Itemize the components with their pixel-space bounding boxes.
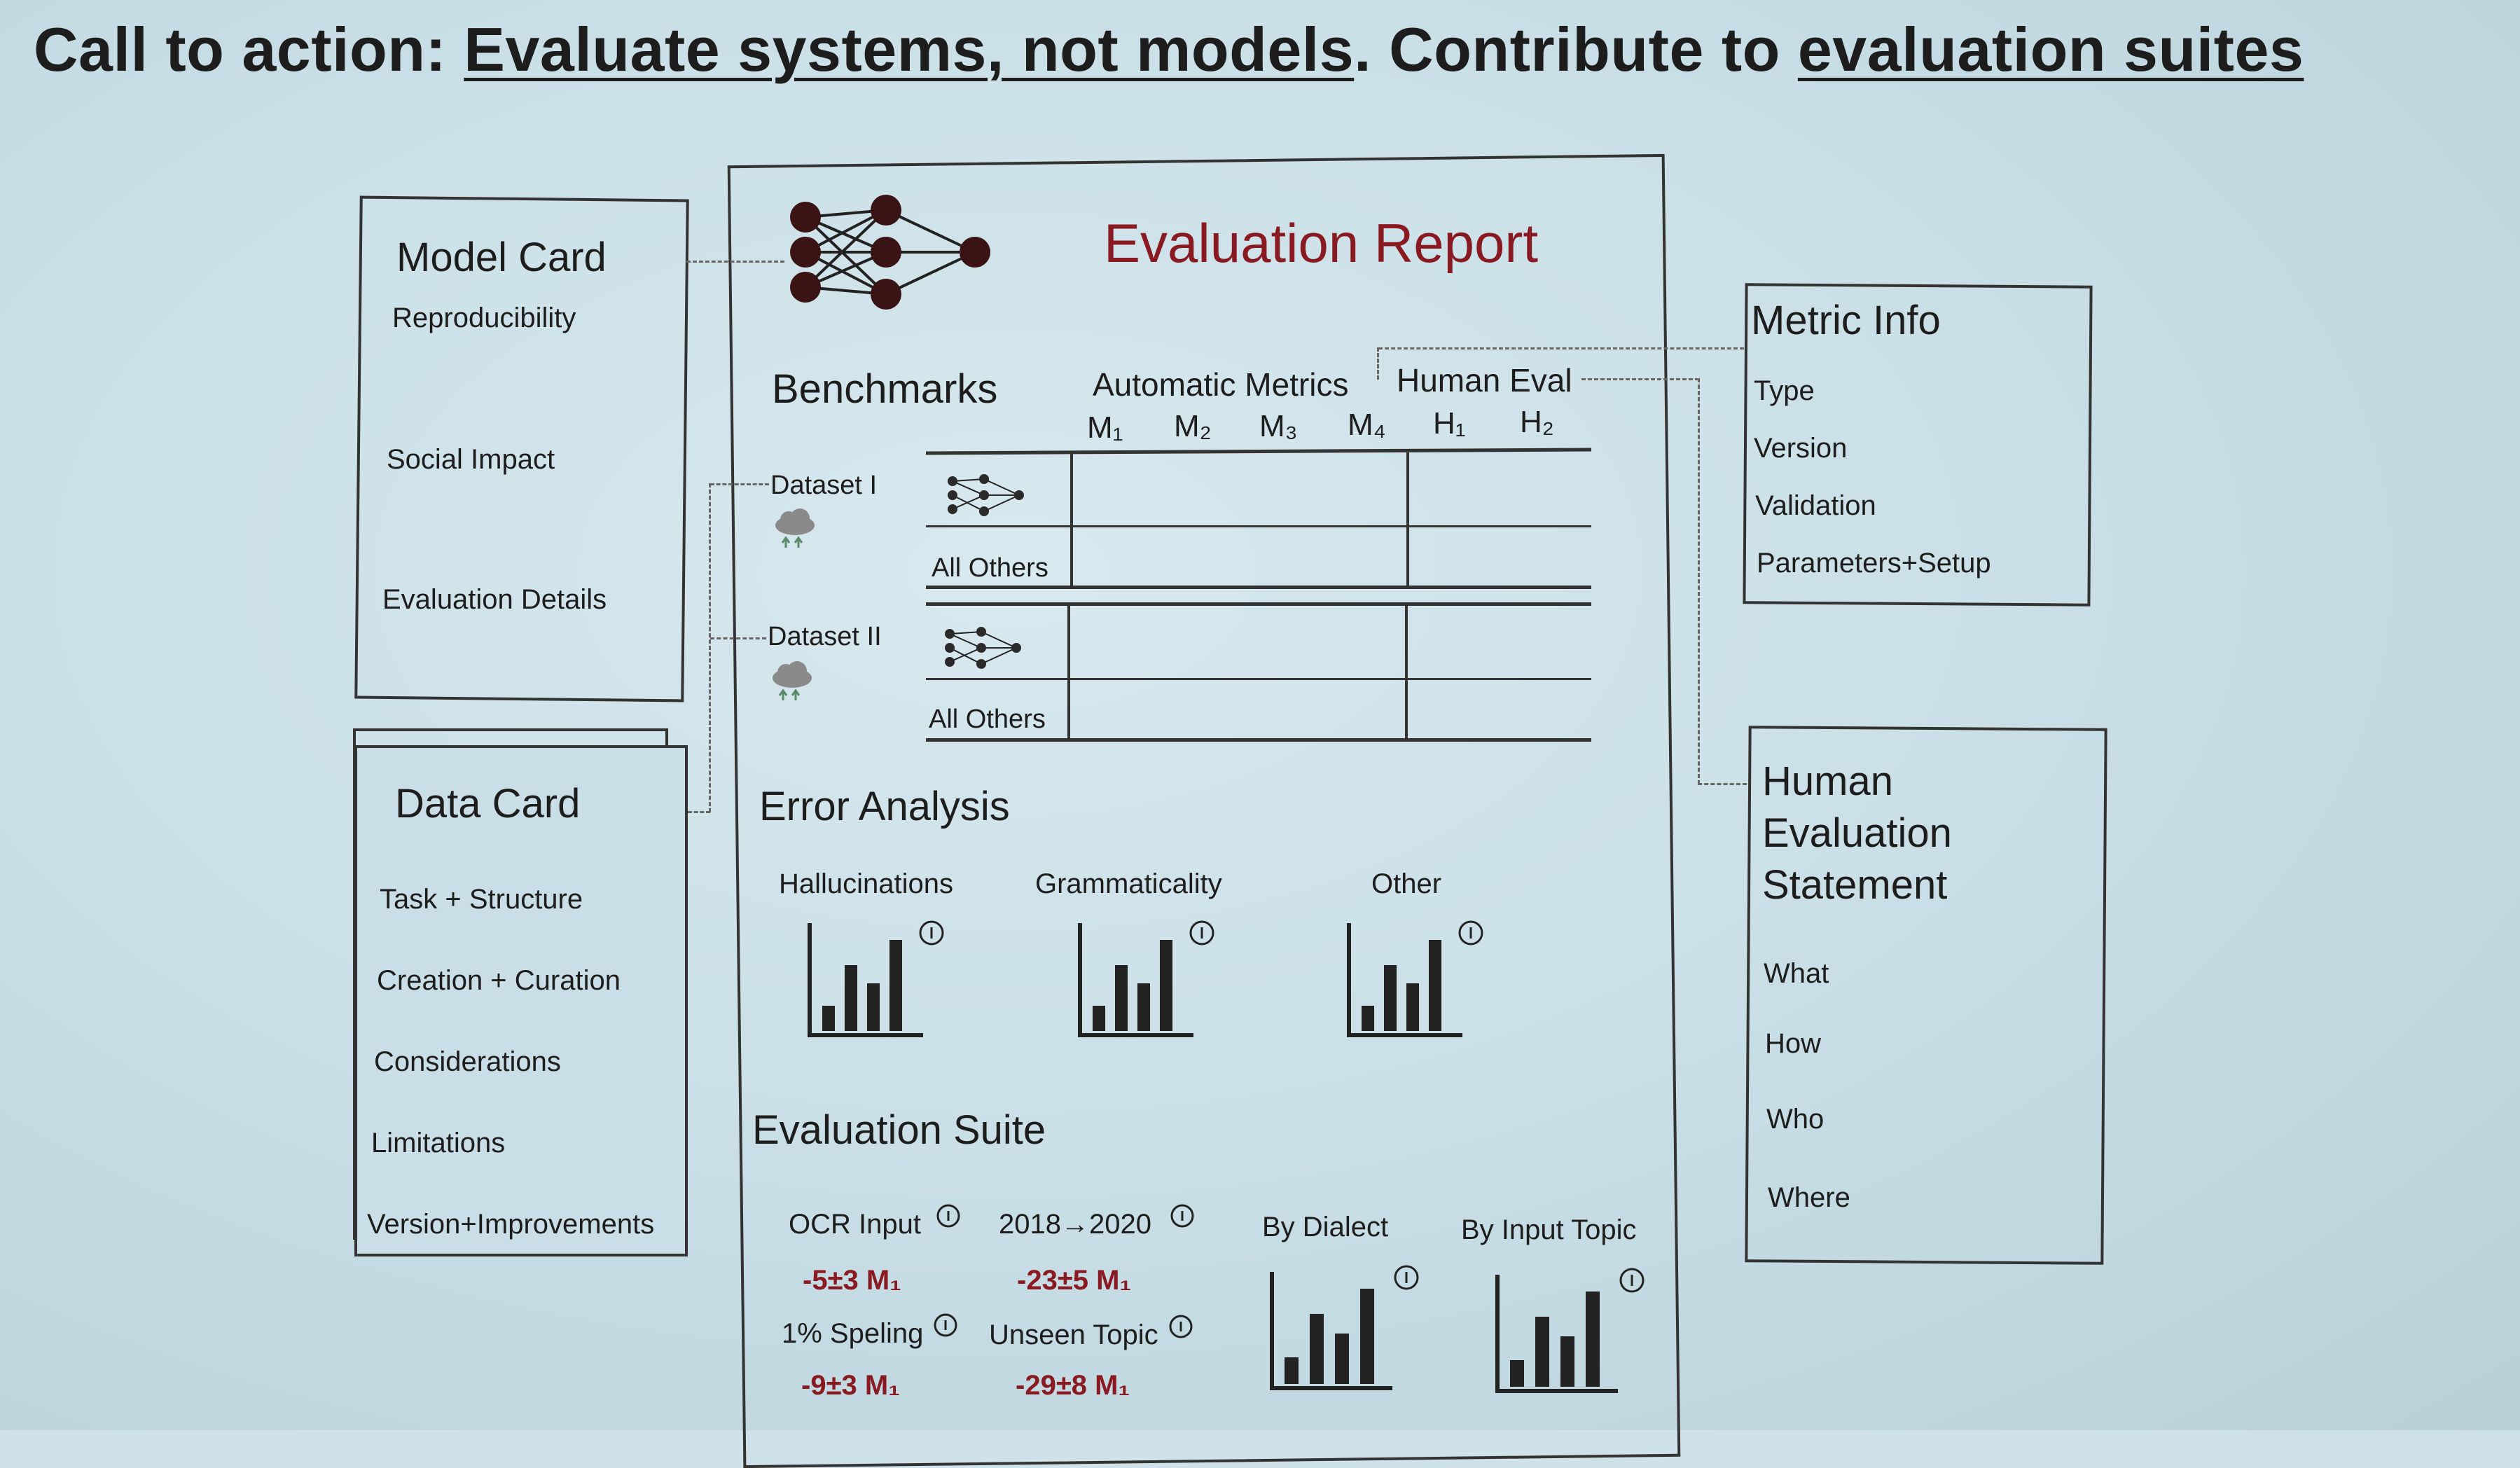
data-card-item-version: Version+Improvements <box>367 1209 655 1240</box>
metric-col-m1: M₁ <box>1087 410 1123 445</box>
dataset-2-model-icon <box>943 623 1027 672</box>
suite-by-input-topic: By Input Topic <box>1461 1214 1637 1245</box>
dataset-1-cloud-icon <box>770 507 819 556</box>
metric-info-item-version: Version <box>1754 433 1848 464</box>
table-col-divider-4 <box>1405 605 1408 738</box>
by-dialect-bar-chart-icon <box>1266 1258 1427 1398</box>
connector-dataset1 <box>710 483 769 485</box>
years-info-icon[interactable] <box>1170 1203 1195 1228</box>
dataset-2-label: Dataset II <box>768 622 882 651</box>
metric-col-h2: H₂ <box>1520 405 1554 439</box>
suite-years: 2018→2020 <box>999 1209 1151 1240</box>
suite-unseen-topic: Unseen Topic <box>989 1320 1158 1350</box>
unseen-info-icon[interactable] <box>1168 1314 1193 1339</box>
suite-speling: 1% Speling <box>782 1318 924 1349</box>
error-item-hallucinations: Hallucinations <box>779 868 954 899</box>
connector-model-card <box>686 261 784 263</box>
table-col-divider-1 <box>1070 452 1073 586</box>
suite-unseen-value: -29±8 M₁ <box>1016 1370 1130 1401</box>
model-card-heading: Model Card <box>396 235 607 280</box>
metric-col-m3: M₃ <box>1259 409 1298 443</box>
neural-network-icon <box>784 189 995 322</box>
model-card-item-social-impact: Social Impact <box>387 444 555 475</box>
data-card-item-limitations: Limitations <box>371 1128 506 1158</box>
data-card-item-considerations: Considerations <box>374 1046 561 1077</box>
human-eval-heading-line-3: Statement <box>1762 862 1948 908</box>
title-link-evaluation-suites[interactable]: evaluation suites <box>1797 15 2304 84</box>
connector-dataset2 <box>710 637 766 639</box>
connector-metric-info-h <box>1378 347 1744 349</box>
connector-data-card-v <box>709 483 711 812</box>
suite-years-value: -23±5 M₁ <box>1017 1265 1131 1296</box>
data-card-item-creation: Creation + Curation <box>377 965 621 996</box>
all-others-1-label: All Others <box>932 553 1048 583</box>
evaluation-report-heading: Evaluation Report <box>1104 212 1539 274</box>
table-col-divider-2 <box>1406 452 1409 586</box>
metric-col-m2: M₂ <box>1174 409 1212 443</box>
table-rule-1 <box>926 525 1591 527</box>
title-prefix: Call to action: <box>34 15 464 84</box>
model-card-item-evaluation-details: Evaluation Details <box>382 584 607 615</box>
table-rule-3 <box>926 602 1591 606</box>
table-rule-4 <box>926 678 1591 680</box>
suite-ocr-value: -5±3 M₁ <box>803 1265 901 1296</box>
dataset-1-model-icon <box>946 471 1030 520</box>
connector-human-eval-h <box>1581 378 1699 380</box>
error-analysis-heading: Error Analysis <box>759 784 1010 829</box>
human-eval-heading-line-1: Human <box>1762 759 1893 804</box>
suite-speling-value: -9±3 M₁ <box>801 1370 900 1401</box>
human-eval-item-what: What <box>1764 958 1829 989</box>
human-eval-item-who: Who <box>1766 1104 1825 1135</box>
title-link-evaluate-systems[interactable]: Evaluate systems, not models <box>464 15 1355 84</box>
connector-data-card-h <box>688 811 710 813</box>
hallucinations-bar-chart-icon <box>804 916 951 1042</box>
suite-by-dialect: By Dialect <box>1262 1212 1389 1242</box>
data-card-item-task: Task + Structure <box>380 884 583 915</box>
table-rule-2 <box>926 586 1591 589</box>
data-card-heading: Data Card <box>395 781 581 826</box>
metric-col-m4: M₄ <box>1348 408 1386 442</box>
connector-metric-info-v <box>1377 347 1379 380</box>
metric-info-heading: Metric Info <box>1751 298 1941 343</box>
dataset-1-label: Dataset I <box>770 471 878 500</box>
ocr-info-icon[interactable] <box>936 1203 961 1228</box>
metric-info-item-validation: Validation <box>1755 490 1876 521</box>
metric-info-item-type: Type <box>1754 375 1815 406</box>
benchmarks-heading: Benchmarks <box>772 366 998 412</box>
speling-info-icon[interactable] <box>933 1313 958 1338</box>
connector-human-eval-h2 <box>1698 783 1747 785</box>
model-card-item-reproducibility: Reproducibility <box>392 303 576 333</box>
suite-ocr-input: OCR Input <box>789 1209 921 1240</box>
grammaticality-bar-chart-icon <box>1074 916 1221 1042</box>
error-item-grammaticality: Grammaticality <box>1035 868 1222 899</box>
metric-info-item-parameters: Parameters+Setup <box>1757 548 1991 579</box>
by-input-topic-bar-chart-icon <box>1492 1261 1653 1401</box>
evaluation-suite-heading: Evaluation Suite <box>752 1107 1046 1153</box>
human-eval-label: Human Eval <box>1397 362 1572 399</box>
other-bar-chart-icon <box>1343 916 1490 1042</box>
human-eval-item-how: How <box>1765 1028 1822 1059</box>
human-eval-item-where: Where <box>1768 1182 1850 1213</box>
human-eval-heading-line-2: Evaluation <box>1762 810 1952 856</box>
error-item-other: Other <box>1371 868 1442 899</box>
metric-col-h1: H₁ <box>1433 406 1466 441</box>
data-card-box <box>354 745 688 1256</box>
table-col-divider-3 <box>1067 605 1070 738</box>
automatic-metrics-label: Automatic Metrics <box>1093 366 1349 403</box>
title-middle: . Contribute to <box>1354 15 1798 84</box>
all-others-2-label: All Others <box>929 705 1046 734</box>
connector-human-eval-v <box>1698 378 1700 784</box>
table-rule-bottom <box>926 738 1591 742</box>
slide-title: Call to action: Evaluate systems, not mo… <box>34 14 2304 85</box>
dataset-2-cloud-icon <box>768 660 817 709</box>
